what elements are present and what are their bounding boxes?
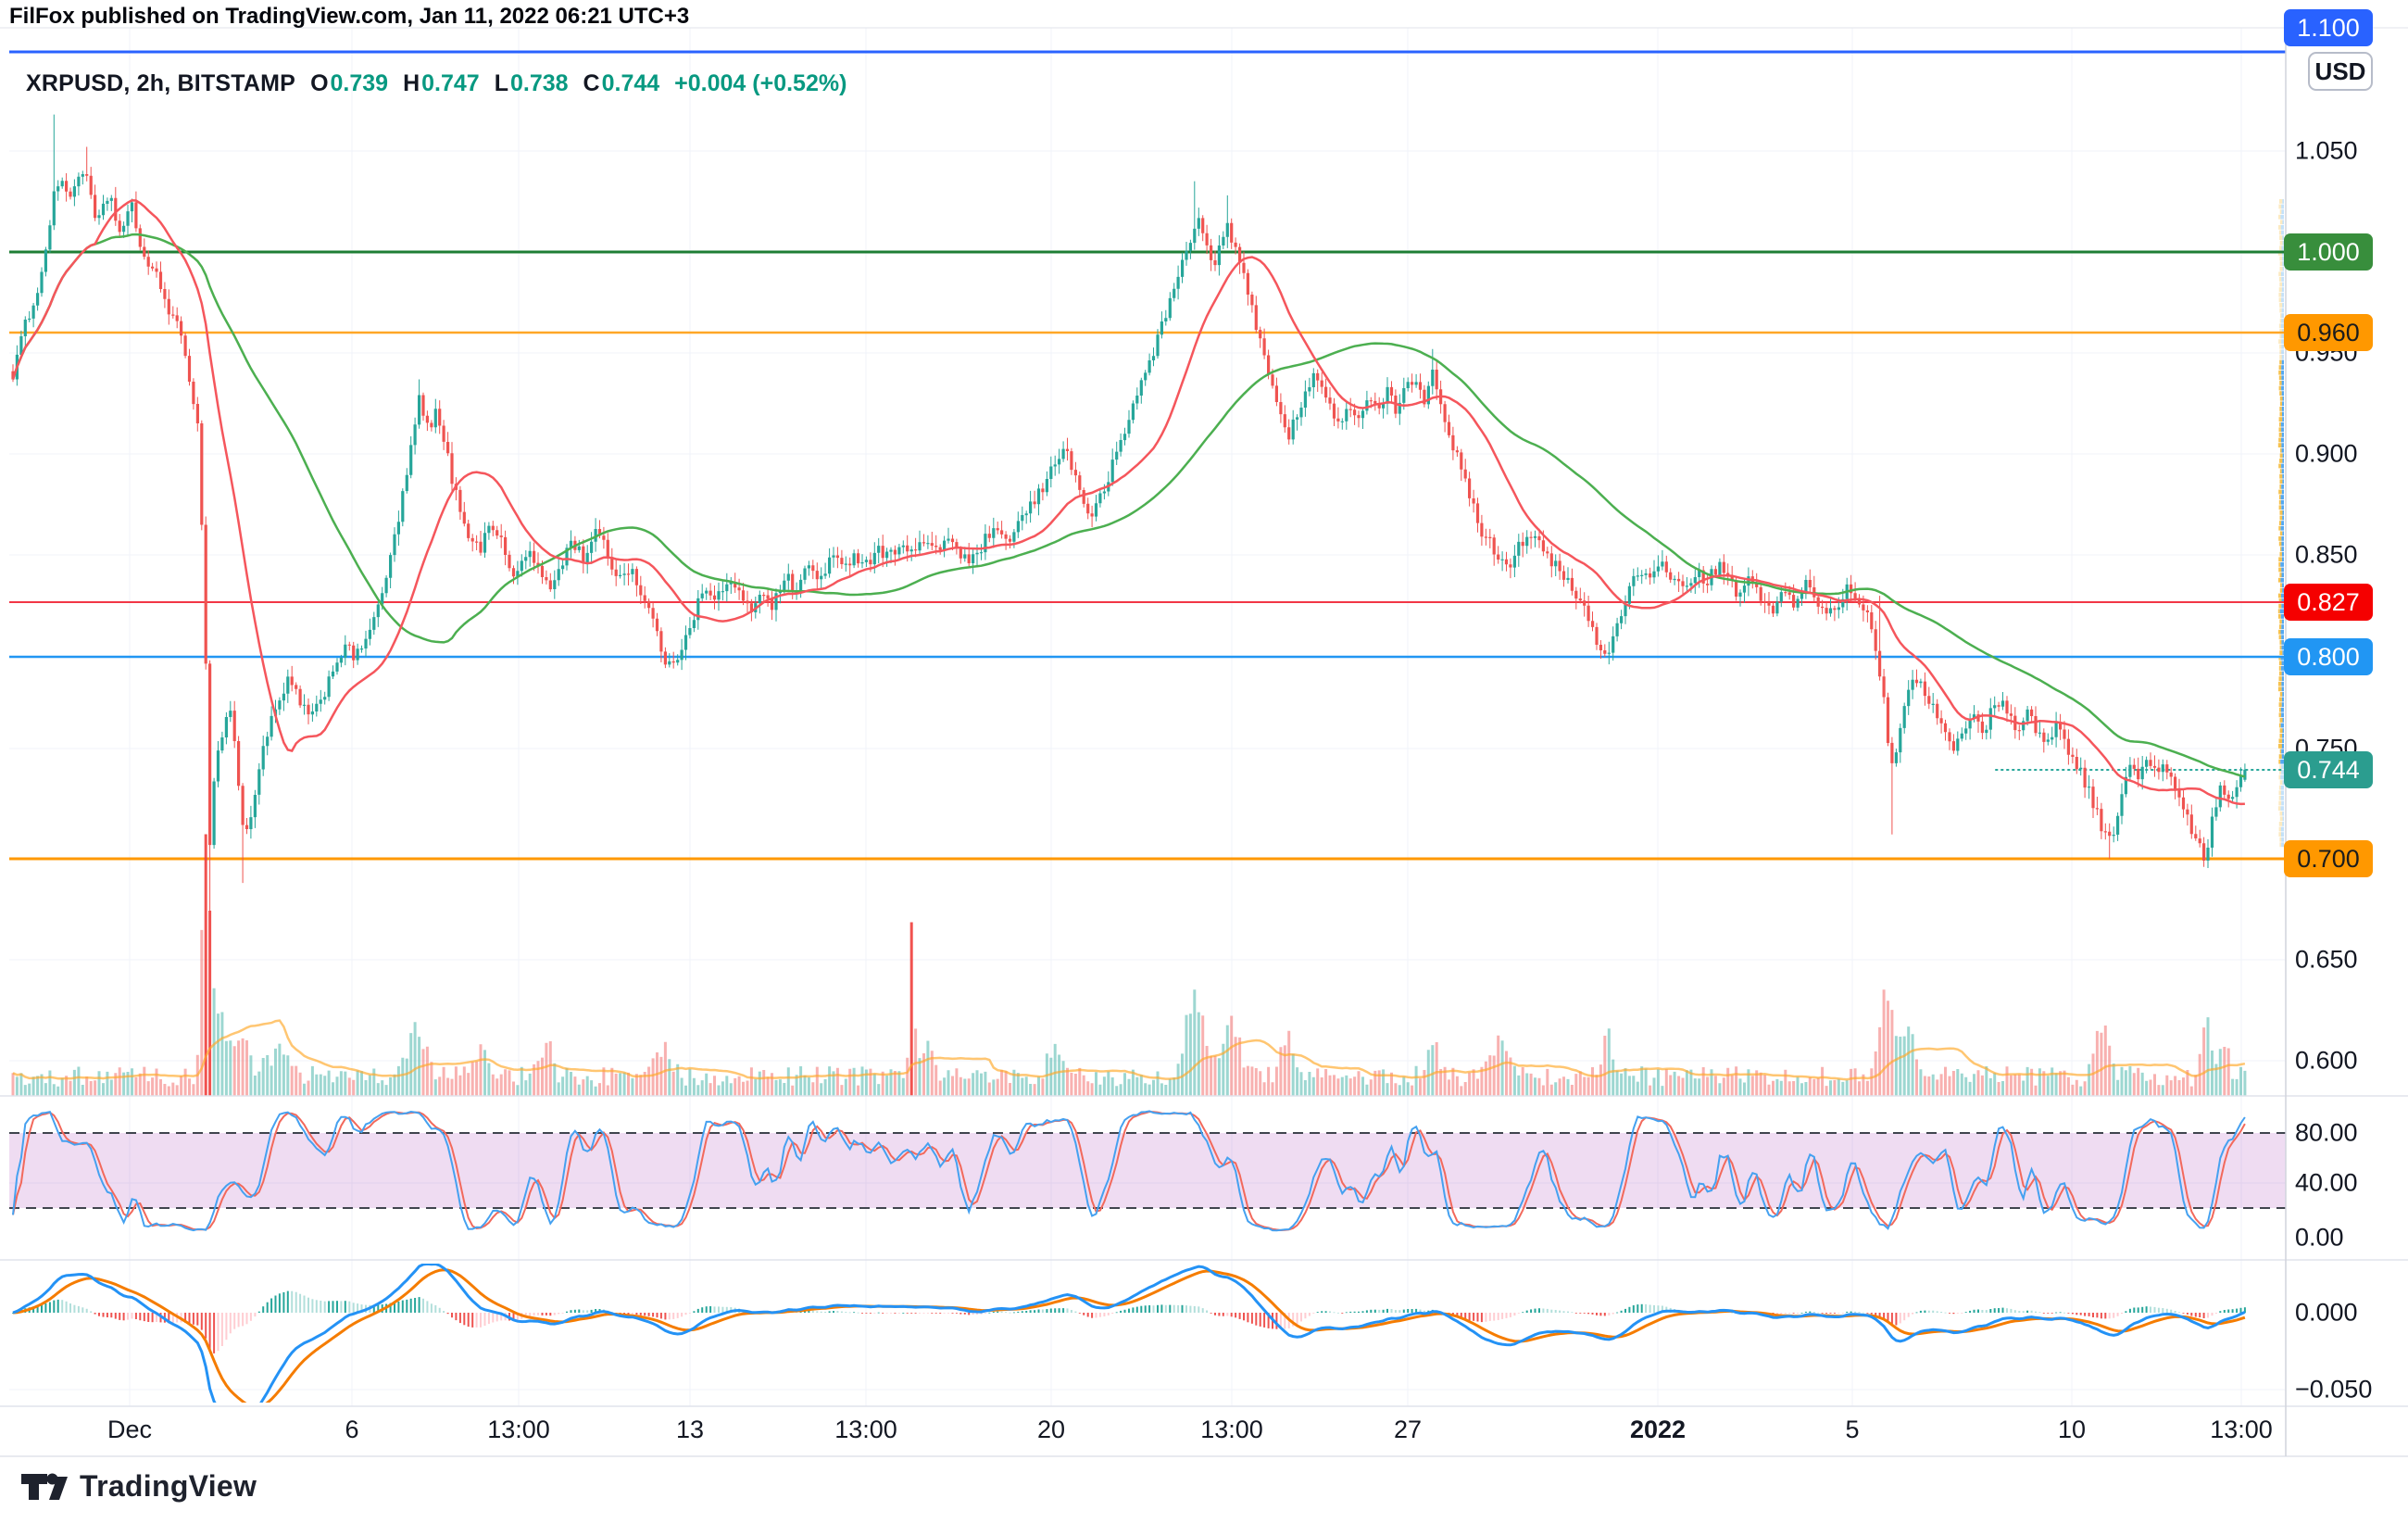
- price-tick-label: 0.600: [2295, 1046, 2358, 1075]
- price-tick-label: 1.050: [2295, 136, 2358, 165]
- time-axis-label: 27: [1393, 1416, 1423, 1443]
- price-tick-label: 0.850: [2295, 540, 2358, 569]
- time-axis-label: 13:00: [2210, 1416, 2273, 1443]
- time-axis-label: 13:00: [487, 1416, 550, 1443]
- macd-tick-label: −0.050: [2295, 1375, 2373, 1403]
- symbol-title: XRPUSD, 2h, BITSTAMP: [26, 70, 296, 96]
- time-axis-label: 13: [675, 1416, 705, 1443]
- time-axis-label: Dec: [107, 1416, 153, 1443]
- time-axis-label: 20: [1036, 1416, 1066, 1443]
- stoch-tick-label: 80.00: [2295, 1118, 2358, 1147]
- open-value: O 0.739: [310, 70, 389, 96]
- low-value: L 0.738: [494, 70, 569, 96]
- price-level-tag: 0.744: [2284, 751, 2373, 788]
- macd-tick-label: 0.000: [2295, 1298, 2358, 1327]
- price-level-tag: 0.700: [2284, 840, 2373, 877]
- price-level-tag: 1.000: [2284, 233, 2373, 271]
- stoch-tick-label: 0.00: [2295, 1223, 2344, 1252]
- price-level-tag: 0.827: [2284, 584, 2373, 621]
- price-level-tag: 1.100: [2284, 9, 2373, 46]
- high-value: H 0.747: [403, 70, 480, 96]
- time-axis-label: 13:00: [834, 1416, 897, 1443]
- time-axis-label: 2022: [1629, 1416, 1687, 1443]
- close-value: C 0.744: [583, 70, 660, 96]
- time-axis-label: 6: [345, 1416, 359, 1443]
- tradingview-logo[interactable]: TradingView: [20, 1469, 257, 1504]
- time-axis-label: 5: [1845, 1416, 1860, 1443]
- price-level-tag: 0.800: [2284, 638, 2373, 675]
- stoch-tick-label: 40.00: [2295, 1168, 2358, 1197]
- publish-header: FilFox published on TradingView.com, Jan…: [9, 4, 690, 29]
- currency-toggle-button[interactable]: USD: [2308, 52, 2373, 91]
- price-level-tag: 0.960: [2284, 314, 2373, 351]
- tradingview-logo-icon: [21, 1473, 68, 1500]
- time-scale[interactable]: [0, 1406, 2286, 1456]
- ohlc-legend: XRPUSD, 2h, BITSTAMP O 0.739 H 0.747 L 0.73…: [26, 70, 847, 97]
- tradingview-logo-text: TradingView: [80, 1469, 257, 1503]
- price-tick-label: 0.900: [2295, 439, 2358, 468]
- price-tick-label: 0.650: [2295, 945, 2358, 974]
- change-value: +0.004 (+0.52%): [674, 70, 847, 96]
- time-axis-label: 10: [2057, 1416, 2087, 1443]
- time-axis-label: 13:00: [1200, 1416, 1263, 1443]
